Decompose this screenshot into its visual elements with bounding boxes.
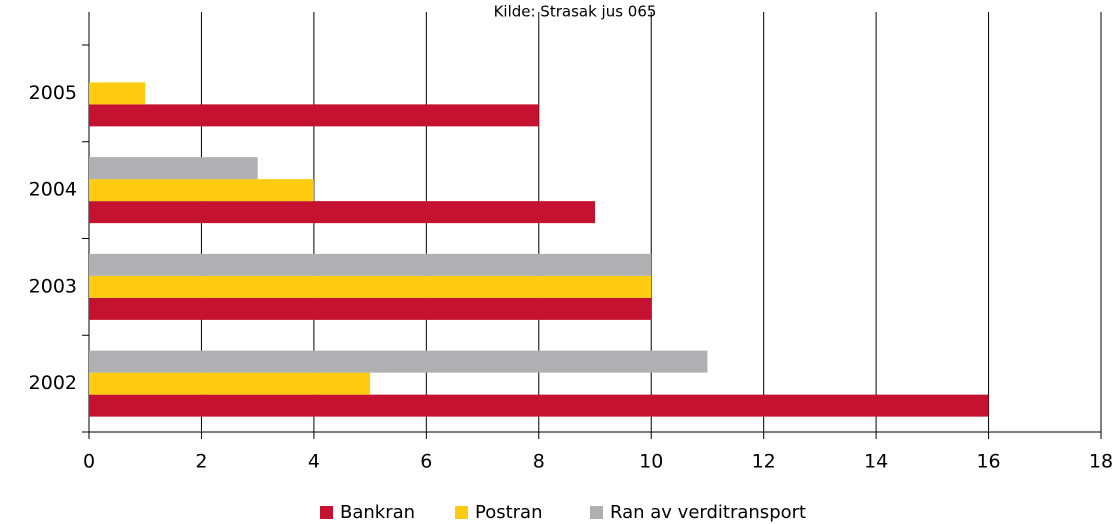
y-tick-label: 2004 <box>29 179 77 201</box>
x-tick-label: 0 <box>83 451 95 473</box>
bar <box>89 297 652 320</box>
x-tick-label: 6 <box>420 451 432 473</box>
x-tick-label: 18 <box>1089 451 1113 473</box>
bar <box>89 157 258 180</box>
bar <box>89 201 595 224</box>
bar <box>89 394 989 417</box>
x-tick-label: 4 <box>308 451 320 473</box>
legend-label: Bankran <box>340 502 415 523</box>
x-tick-label: 8 <box>533 451 545 473</box>
chart-title: Kilde: Strasak jus 065 <box>494 3 657 21</box>
bar <box>89 275 652 298</box>
bar <box>89 104 539 127</box>
legend-label: Postran <box>475 502 543 523</box>
y-tick-label: 2003 <box>29 275 77 297</box>
x-tick-label: 14 <box>864 451 888 473</box>
bar <box>89 179 314 202</box>
y-tick-label: 2005 <box>29 82 77 104</box>
bar <box>89 253 652 276</box>
bar <box>89 82 146 105</box>
y-tick-label: 2002 <box>29 372 77 394</box>
legend-swatch <box>455 506 468 519</box>
x-tick-label: 10 <box>639 451 663 473</box>
x-tick-label: 2 <box>195 451 207 473</box>
bar <box>89 350 708 373</box>
legend-label: Ran av verditransport <box>610 502 806 523</box>
legend-swatch <box>320 506 333 519</box>
bar <box>89 372 371 395</box>
legend-swatch <box>590 506 603 519</box>
x-tick-label: 12 <box>752 451 776 473</box>
x-tick-label: 16 <box>976 451 1000 473</box>
